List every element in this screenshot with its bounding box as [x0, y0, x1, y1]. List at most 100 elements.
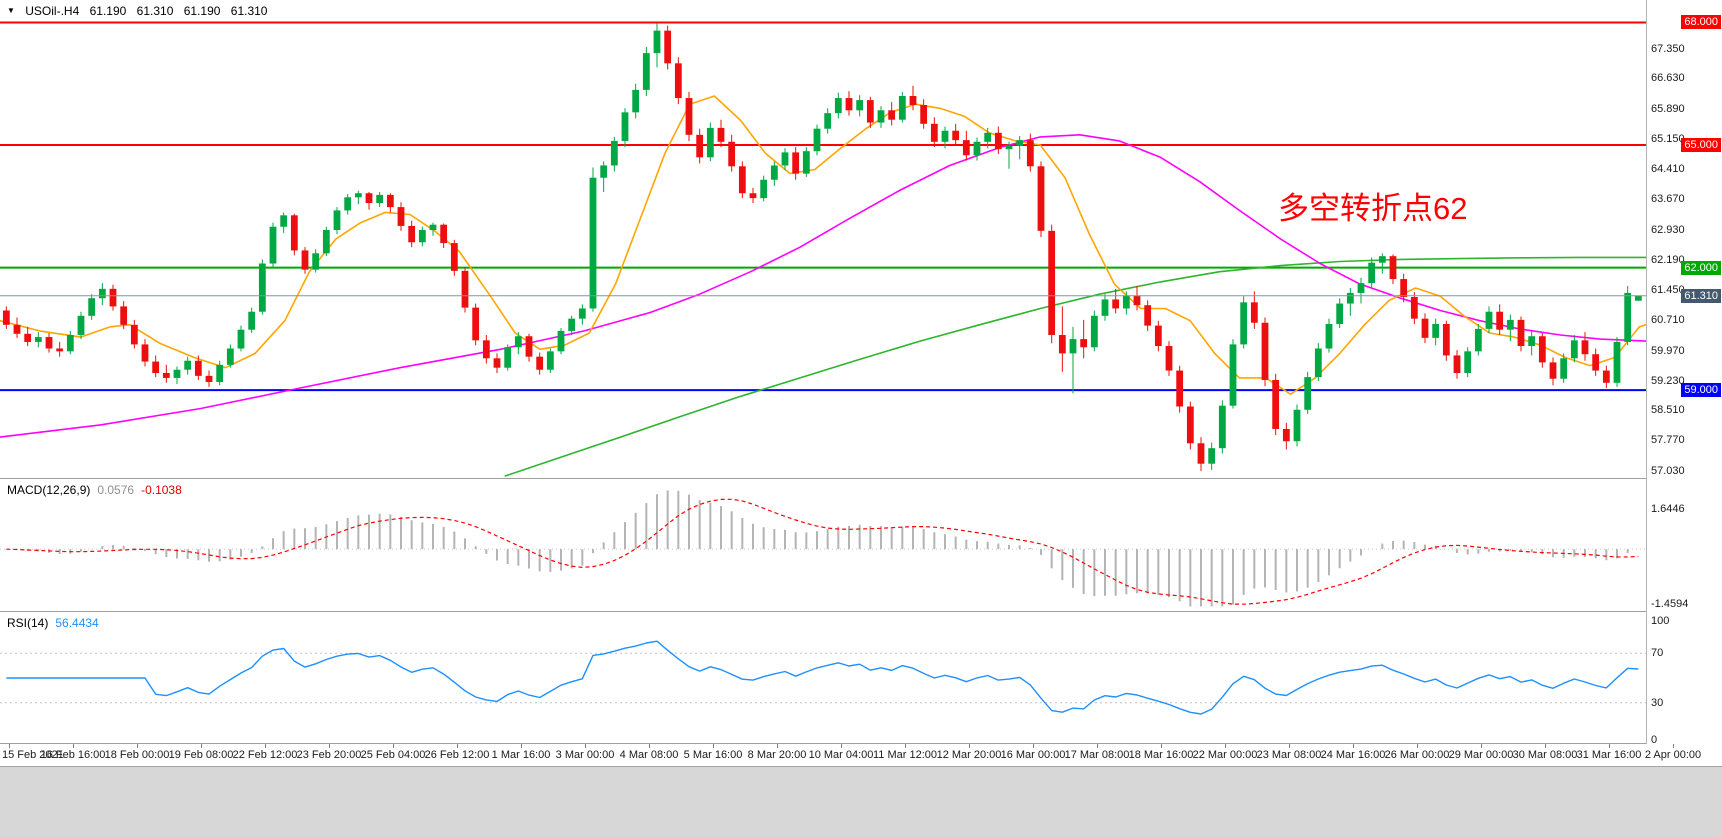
time-tick	[1033, 744, 1034, 748]
macd-signal-value: -0.1038	[141, 483, 182, 497]
ma-fast-orange	[0, 95, 1646, 396]
time-label: 17 Mar 08:00	[1064, 749, 1130, 761]
time-label: 3 Mar 00:00	[555, 749, 615, 761]
rsi-panel[interactable]: RSI(14) 56.4434	[0, 613, 1646, 743]
time-tick	[393, 744, 394, 748]
time-tick	[1673, 744, 1674, 748]
rsi-axis-tick: 0	[1651, 734, 1658, 746]
price-tick: 58.510	[1651, 404, 1685, 417]
time-label: 2 Apr 00:00	[1644, 749, 1702, 761]
time-label: 19 Feb 08:00	[168, 749, 234, 761]
rsi-label: RSI(14) 56.4434	[7, 616, 99, 630]
panel-divider[interactable]	[0, 478, 1722, 479]
time-tick	[777, 744, 778, 748]
time-label: 26 Feb 12:00	[424, 749, 490, 761]
time-label: 31 Mar 16:00	[1576, 749, 1642, 761]
price-badge-65.000: 65.000	[1681, 138, 1721, 153]
chart-annotation: 多空转折点62	[1278, 191, 1468, 226]
price-tick: 64.410	[1651, 163, 1685, 176]
price-tick: 60.710	[1651, 314, 1685, 327]
rsi-name: RSI(14)	[7, 616, 49, 630]
symbol-info: ▼ USOil-.H4 61.190 61.310 61.190 61.310	[7, 4, 274, 18]
rsi-chart[interactable]	[0, 613, 1646, 743]
time-tick	[841, 744, 842, 748]
time-tick	[1097, 744, 1098, 748]
time-tick	[1353, 744, 1354, 748]
ma-mid-magenta	[0, 134, 1646, 438]
price-tick: 65.150	[1651, 132, 1685, 145]
time-label: 16 Feb 16:00	[40, 749, 106, 761]
time-tick	[1481, 744, 1482, 748]
time-label: 29 Mar 00:00	[1448, 749, 1514, 761]
time-tick	[1289, 744, 1290, 748]
time-tick	[201, 744, 202, 748]
time-label: 23 Mar 08:00	[1256, 749, 1322, 761]
time-tick	[1417, 744, 1418, 748]
ma-slow-green	[504, 256, 1646, 477]
time-label: 24 Mar 16:00	[1320, 749, 1386, 761]
time-label: 18 Feb 00:00	[104, 749, 170, 761]
candles-layer	[2, 23, 1642, 472]
time-label: 4 Mar 08:00	[619, 749, 679, 761]
price-tick: 57.030	[1651, 464, 1685, 477]
price-badge-59.000: 59.000	[1681, 383, 1721, 398]
macd-panel[interactable]: MACD(12,26,9) 0.0576 -0.1038	[0, 480, 1646, 611]
time-label: 8 Mar 20:00	[747, 749, 807, 761]
main-chart-panel[interactable]: ▼ USOil-.H4 61.190 61.310 61.190 61.310 …	[0, 0, 1646, 478]
panel-divider[interactable]	[0, 611, 1722, 612]
price-axis[interactable]: 67.350 66.630 65.890 65.150 64.410 63.670 62.9…	[1646, 0, 1722, 746]
price-badge-62.000: 62.000	[1681, 260, 1721, 275]
time-tick	[329, 744, 330, 748]
time-label: 23 Feb 20:00	[296, 749, 362, 761]
time-tick	[521, 744, 522, 748]
time-label: 25 Feb 04:00	[360, 749, 426, 761]
time-tick	[1545, 744, 1546, 748]
macd-main-value: 0.0576	[97, 483, 135, 497]
time-tick	[1609, 744, 1610, 748]
price-tick: 62.190	[1651, 253, 1685, 266]
time-label: 11 Mar 12:00	[872, 749, 938, 761]
price-badge-68.000: 68.000	[1681, 15, 1721, 30]
price-tick: 62.930	[1651, 223, 1685, 236]
time-label: 10 Mar 04:00	[808, 749, 874, 761]
chart-marker-icon: ▼	[7, 6, 15, 15]
symbol-title: USOil-.H4	[25, 4, 80, 18]
candlestick-chart[interactable]	[0, 0, 1646, 478]
macd-axis-min: -1.4594	[1651, 598, 1689, 610]
ohlc-low: 61.190	[183, 4, 221, 18]
time-tick	[713, 744, 714, 748]
time-tick	[969, 744, 970, 748]
time-tick	[1161, 744, 1162, 748]
time-tick	[137, 744, 138, 748]
time-label: 18 Mar 16:00	[1128, 749, 1194, 761]
rsi-value: 56.4434	[55, 616, 99, 630]
time-tick	[265, 744, 266, 748]
price-tick: 59.230	[1651, 374, 1685, 387]
time-tick	[9, 744, 10, 748]
time-label: 1 Mar 16:00	[491, 749, 551, 761]
price-tick: 61.450	[1651, 284, 1685, 297]
macd-signal-line	[6, 498, 1639, 605]
rsi-line	[6, 640, 1639, 715]
time-label: 30 Mar 08:00	[1512, 749, 1578, 761]
macd-axis-max: 1.6446	[1651, 503, 1685, 515]
macd-chart[interactable]	[0, 480, 1646, 611]
time-label: 12 Mar 20:00	[936, 749, 1002, 761]
rsi-axis-tick: 100	[1651, 615, 1670, 627]
price-tick: 59.970	[1651, 344, 1685, 357]
rsi-axis-tick: 70	[1651, 647, 1664, 660]
time-tick	[905, 744, 906, 748]
price-tick: 63.670	[1651, 193, 1685, 206]
bottom-strip	[0, 766, 1722, 837]
time-label: 5 Mar 16:00	[683, 749, 743, 761]
macd-label: MACD(12,26,9) 0.0576 -0.1038	[7, 483, 182, 497]
time-tick	[649, 744, 650, 748]
panel-divider[interactable]	[0, 743, 1722, 744]
time-axis[interactable]: 15 Feb 2021 16 Feb 16:00 18 Feb 00:00 19 Fe…	[0, 744, 1722, 766]
time-tick	[585, 744, 586, 748]
rsi-axis-tick: 30	[1651, 696, 1664, 709]
time-label: 22 Mar 00:00	[1192, 749, 1258, 761]
ohlc-open: 61.190	[89, 4, 127, 18]
price-tick: 65.890	[1651, 102, 1685, 115]
